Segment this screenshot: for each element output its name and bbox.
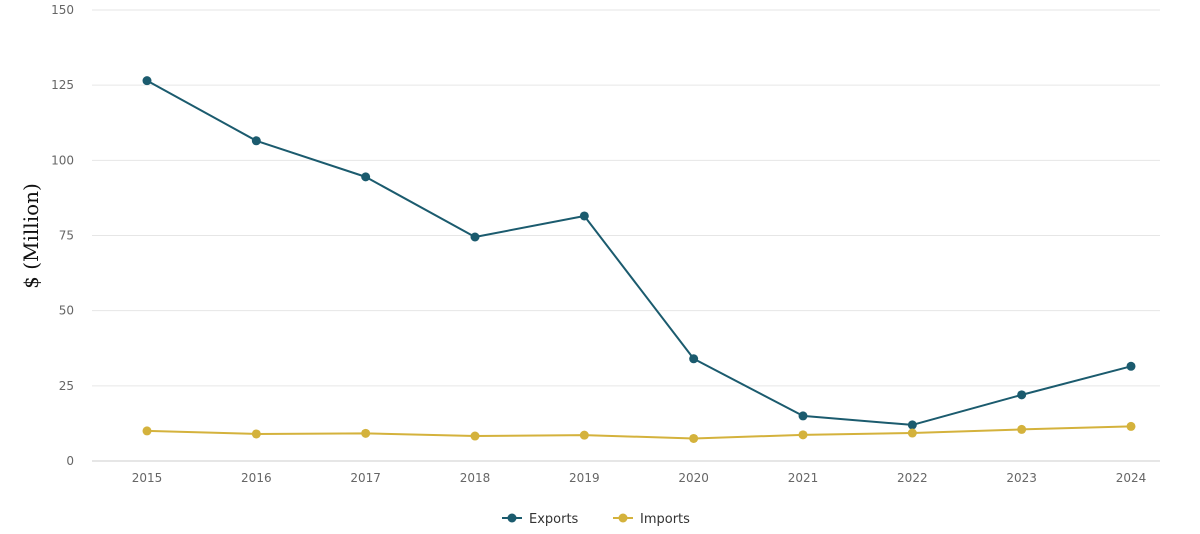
exports-point[interactable] (907, 420, 917, 430)
legend-swatch-marker (618, 513, 628, 523)
legend[interactable]: Exports Imports (502, 512, 690, 527)
exports-point[interactable] (798, 411, 808, 421)
x-tick-label: 2021 (788, 471, 819, 485)
x-tick-label: 2022 (897, 471, 928, 485)
x-tick-label: 2017 (350, 471, 381, 485)
x-tick-label: 2016 (241, 471, 272, 485)
imports-point[interactable] (251, 429, 261, 439)
x-tick-label: 2024 (1116, 471, 1147, 485)
y-axis-title: $ (Million) (19, 183, 43, 289)
y-tick-label: 100 (51, 153, 74, 167)
exports-point[interactable] (470, 232, 480, 242)
exports-point[interactable] (251, 136, 261, 146)
x-tick-label: 2019 (569, 471, 600, 485)
y-tick-label: 50 (59, 304, 74, 318)
exports-point[interactable] (689, 354, 699, 364)
exports-point[interactable] (1126, 361, 1136, 371)
imports-point[interactable] (1017, 424, 1027, 434)
imports-line (146, 425, 1132, 440)
exports-point[interactable] (361, 172, 371, 182)
exports-point[interactable] (579, 211, 589, 221)
y-axis-ticks: 0 25 50 75 100 125 150 (51, 3, 74, 468)
y-tick-label: 0 (66, 454, 74, 468)
x-tick-label: 2023 (1006, 471, 1037, 485)
y-tick-label: 75 (59, 229, 74, 243)
imports-point[interactable] (689, 433, 699, 443)
y-tick-label: 25 (59, 379, 74, 393)
series-layer (142, 76, 1136, 443)
imports-point[interactable] (142, 426, 152, 436)
x-tick-label: 2015 (132, 471, 163, 485)
imports-point[interactable] (1126, 421, 1136, 431)
legend-swatch-marker (507, 513, 517, 523)
series-imports (142, 421, 1136, 443)
x-tick-label: 2020 (678, 471, 709, 485)
imports-point[interactable] (361, 428, 371, 438)
legend-item-exports[interactable]: Exports (502, 512, 579, 527)
y-tick-label: 150 (51, 3, 74, 17)
exports-point[interactable] (1017, 390, 1027, 400)
imports-point[interactable] (579, 430, 589, 440)
gridlines (92, 9, 1160, 462)
legend-item-imports[interactable]: Imports (613, 512, 690, 527)
exports-point[interactable] (142, 76, 152, 86)
series-exports (142, 76, 1136, 430)
imports-point[interactable] (798, 430, 808, 440)
x-axis-ticks: 2015 2016 2017 2018 2019 2020 2021 2022 2023 2024 (132, 471, 1147, 485)
x-tick-label: 2018 (460, 471, 491, 485)
legend-label: Imports (640, 512, 690, 527)
imports-point[interactable] (907, 428, 917, 438)
y-tick-label: 125 (51, 78, 74, 92)
exports-line (146, 79, 1132, 426)
imports-point[interactable] (470, 431, 480, 441)
legend-label: Exports (529, 512, 579, 527)
